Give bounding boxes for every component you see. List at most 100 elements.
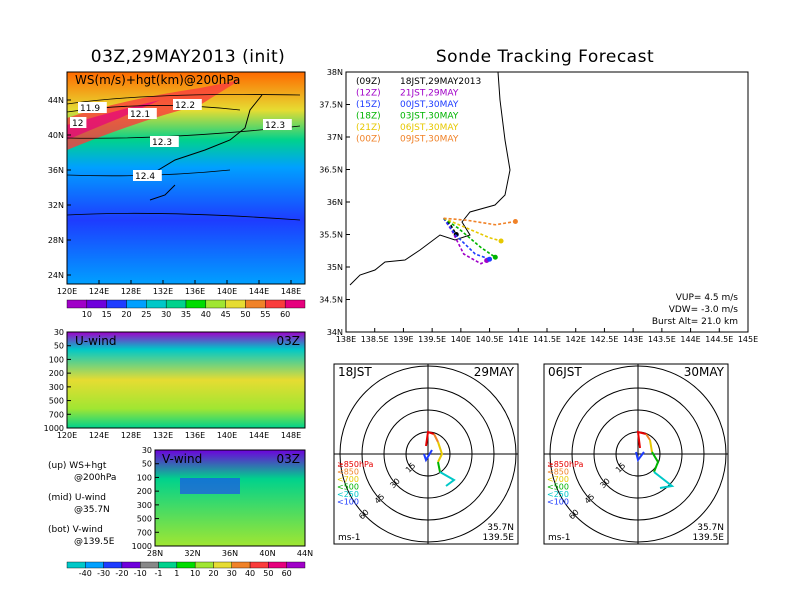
ws-colorbar-tick: 50 xyxy=(240,310,250,319)
panel-legend-text: (up) WS+hgt @200hPa (mid) U-wind @35.7N … xyxy=(48,461,116,547)
ws-lat-tick: 32N xyxy=(48,201,64,210)
ws-colorbar-swatch xyxy=(245,299,266,309)
tracking-panel: 38N 37.5N 37N 36.5N 36N 35.5N 35N 34.5N 34N 138E… xyxy=(319,68,758,344)
level-tick: 200 xyxy=(49,369,64,378)
level-tick: 200 xyxy=(137,487,152,496)
wind-colorbar-tick: -30 xyxy=(97,569,110,578)
level-tick: 700 xyxy=(49,410,64,419)
track-lon-tick: 142E xyxy=(566,335,586,344)
wind-colorbar-swatch xyxy=(268,561,287,569)
hodograph-trace xyxy=(425,430,435,447)
ws-lat-ticks: 44N 40N 36N 32N 28N 24N xyxy=(48,96,71,280)
level-tick: 30 xyxy=(142,446,152,455)
ws-colorbar: 10 15 20 25 30 35 40 45 50 55 60 xyxy=(66,299,306,319)
ws-colorbar-swatch xyxy=(66,299,88,309)
contour-label: 12.2 xyxy=(175,101,195,111)
wind-colorbar-swatch xyxy=(121,561,141,569)
ws-map-panel: WS(m/s)+hgt(km)@200hPa 11.9 12 12.1 12.2 12.… xyxy=(48,71,306,296)
hodograph-time: 06JST xyxy=(548,365,582,379)
track-series-line xyxy=(443,217,516,226)
ws-map-label: WS(m/s)+hgt(km)@200hPa xyxy=(75,73,240,87)
track-lon-tick: 139.5E xyxy=(418,335,446,344)
u-wind-label: U-wind xyxy=(75,334,116,348)
u-lon-tick: 144E xyxy=(249,431,269,440)
hodograph-level-legend: <850 xyxy=(337,468,359,477)
track-legend-jst: 09JST,30MAY xyxy=(400,135,459,145)
track-lat-tick: 35N xyxy=(327,263,343,272)
wind-colorbar-tick: -1 xyxy=(155,569,163,578)
wind-colorbar-swatch xyxy=(286,561,306,569)
level-tick: 500 xyxy=(137,515,152,524)
hodograph-lat: 35.7N xyxy=(487,523,514,533)
ws-lon-tick: 120E xyxy=(57,287,77,296)
v-lat-tick: 36N xyxy=(222,549,238,558)
ws-lon-tick: 128E xyxy=(121,287,141,296)
hodograph-trace xyxy=(437,441,444,463)
wind-colorbar-tick: 30 xyxy=(227,569,237,578)
ws-colorbar-tick: 55 xyxy=(260,310,270,319)
v-wind-panel: V-wind 03Z 30 50 100 200 300 500 700 1000 28N 32… xyxy=(132,446,313,558)
ws-colorbar-swatch xyxy=(106,299,127,309)
track-legend-jst: 21JST,29MAY xyxy=(400,89,459,99)
hodograph-level-legend: <500 xyxy=(547,483,569,492)
v-lat-tick: 32N xyxy=(184,549,200,558)
ws-colorbar-tick: 60 xyxy=(280,310,290,319)
track-lat-tick: 35.5N xyxy=(319,231,343,240)
track-legend-z: (21Z) xyxy=(356,123,381,133)
track-lon-tick: 141.5E xyxy=(533,335,561,344)
track-end-point xyxy=(498,238,504,244)
level-tick: 1000 xyxy=(44,424,64,433)
wind-colorbar-tick: 40 xyxy=(245,569,255,578)
hodograph-trace xyxy=(635,451,645,463)
wind-colorbar-tick: -20 xyxy=(115,569,128,578)
hodograph-level-legend: <100 xyxy=(547,498,569,507)
ws-lon-tick: 144E xyxy=(249,287,269,296)
track-paths xyxy=(442,217,518,265)
left-title: 03Z,29MAY2013 (init) xyxy=(91,47,286,67)
track-end-point xyxy=(487,256,493,262)
ws-colorbar-swatch xyxy=(185,299,207,309)
v-lat-tick: 44N xyxy=(297,549,313,558)
legend-bot-a: (bot) V-wind xyxy=(48,525,103,535)
track-legend-z: (15Z) xyxy=(356,100,381,110)
wind-colorbar-swatch xyxy=(85,561,104,569)
hodograph-unit: ms-1 xyxy=(548,533,570,543)
track-lon-tick: 143E xyxy=(623,335,643,344)
track-lon-tick: 142.5E xyxy=(590,335,618,344)
wind-colorbar-tick: 20 xyxy=(208,569,218,578)
ws-colorbar-swatch xyxy=(225,299,246,309)
track-lon-tick: 138.5E xyxy=(361,335,389,344)
wind-colorbar-swatch xyxy=(66,561,86,569)
track-legend-jst: 06JST,30MAY xyxy=(400,123,459,133)
ws-lon-tick: 148E xyxy=(281,287,301,296)
track-legend: (09Z) 18JST,29MAY2013 (12Z) 21JST,29MAY (15Z… xyxy=(356,77,481,145)
track-lat-tick: 37N xyxy=(327,133,343,142)
wind-colorbar-swatch xyxy=(140,561,159,569)
burst-text: Burst Alt= 21.0 km xyxy=(652,317,738,327)
ws-colorbar-swatch xyxy=(86,299,107,309)
ws-colorbar-swatch xyxy=(126,299,147,309)
ws-lat-tick: 40N xyxy=(48,131,64,140)
track-end-point xyxy=(512,219,518,224)
level-tick: 300 xyxy=(137,501,152,510)
hodograph-level-legend: ≥850hPa xyxy=(547,460,584,469)
contour-labels: 11.9 12 12.1 12.2 12.3 12.3 12.4 xyxy=(70,99,292,182)
track-legend-z: (12Z) xyxy=(356,89,381,99)
japan-coastline xyxy=(149,94,263,201)
ws-colorbar-swatch xyxy=(146,299,167,309)
level-tick: 50 xyxy=(54,342,64,351)
ws-colorbar-tick: 15 xyxy=(102,310,112,319)
hodograph-level-legend: <850 xyxy=(547,468,569,477)
ws-lat-tick: 36N xyxy=(48,166,64,175)
wind-colorbar-tick: 10 xyxy=(190,569,200,578)
contour-label: 12.3 xyxy=(265,121,285,131)
u-wind-field xyxy=(67,332,305,428)
ws-colorbar-swatch xyxy=(265,299,286,309)
legend-mid-a: (mid) U-wind xyxy=(48,493,106,503)
hodograph-trace xyxy=(437,461,441,473)
ws-colorbar-tick: 25 xyxy=(141,310,151,319)
track-lat-tick: 34.5N xyxy=(319,296,343,305)
contour-label: 12.4 xyxy=(135,172,155,182)
legend-up-b: @200hPa xyxy=(74,473,116,483)
